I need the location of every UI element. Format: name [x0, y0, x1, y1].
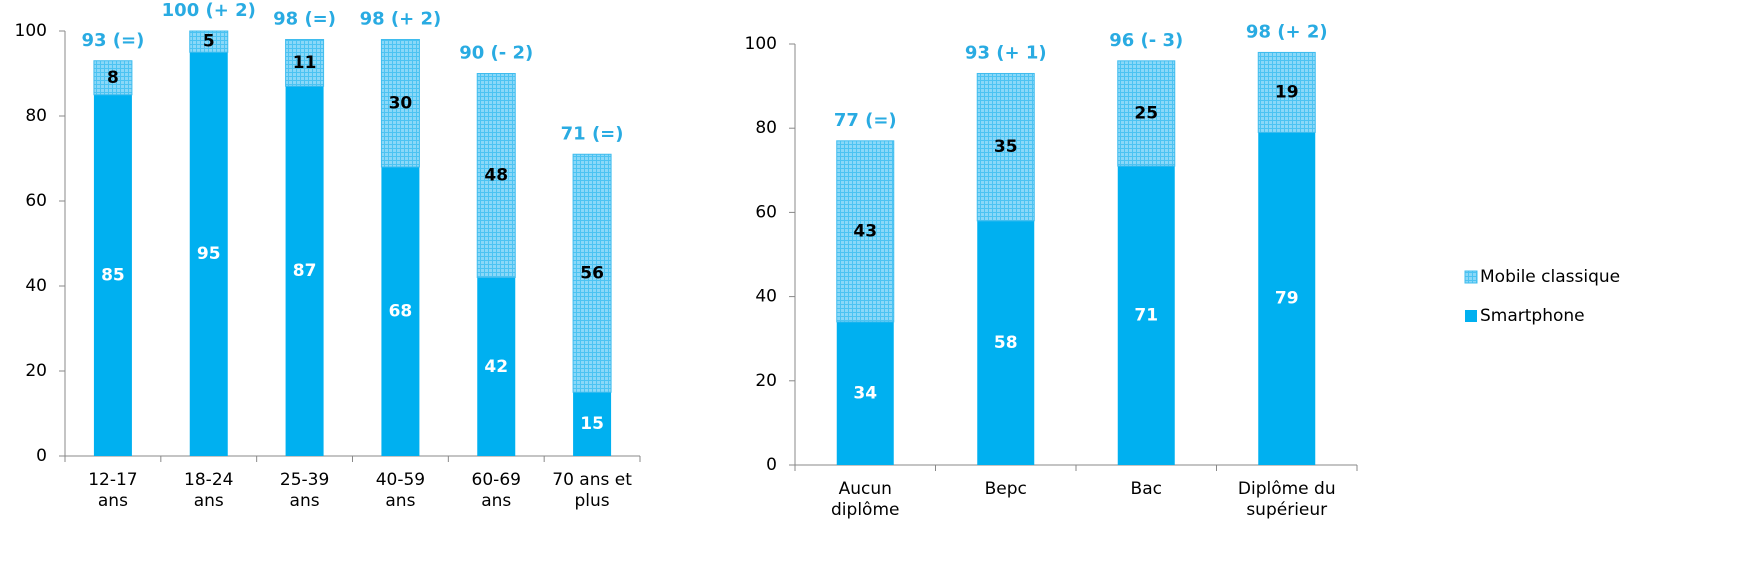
x-tick-label: Aucun diplôme — [831, 479, 899, 520]
bar-segment — [380, 39, 420, 168]
x-tick-label: 25-39 ans — [280, 470, 329, 511]
value-label: 71 — [1134, 306, 1158, 326]
bar-segment — [93, 60, 133, 96]
value-label: 85 — [101, 265, 125, 285]
value-label: 8 — [107, 68, 119, 88]
x-tick-label: Bac — [1131, 479, 1162, 499]
x-tick-label: 40-59 ans — [376, 470, 425, 511]
value-label: 48 — [484, 166, 508, 186]
value-label: 15 — [580, 414, 604, 434]
value-label: 35 — [994, 137, 1018, 157]
y-tick-label: 60 — [755, 202, 777, 222]
bar-segment — [189, 30, 229, 53]
total-label: 100 (+ 2) — [162, 0, 256, 21]
bar-segment — [381, 167, 420, 456]
value-label: 30 — [389, 93, 413, 113]
value-label: 19 — [1275, 82, 1299, 102]
value-label: 42 — [484, 357, 508, 377]
legend-label: Mobile classique — [1480, 267, 1620, 287]
total-label: 90 (- 2) — [459, 43, 533, 64]
total-label: 96 (- 3) — [1109, 30, 1183, 51]
x-tick-label: 12-17 ans — [88, 470, 137, 511]
y-tick-label: 40 — [755, 287, 777, 307]
x-tick-label: Bepc — [985, 479, 1027, 499]
y-tick-label: 100 — [745, 34, 777, 54]
total-label: 93 (+ 1) — [965, 42, 1047, 63]
value-label: 95 — [197, 244, 221, 264]
bar-segment — [836, 321, 894, 465]
y-tick-label: 60 — [25, 191, 47, 211]
value-label: 5 — [203, 32, 215, 52]
value-label: 68 — [389, 302, 413, 322]
bar-segment — [1117, 60, 1176, 167]
bar-segment — [573, 392, 612, 456]
bar-segment — [977, 220, 1035, 465]
x-tick-label: 18-24 ans — [184, 470, 233, 511]
bar-segment — [836, 140, 895, 323]
y-tick-label: 100 — [15, 21, 47, 41]
legend-label: Smartphone — [1480, 306, 1585, 326]
legend-swatch — [1464, 270, 1478, 284]
bar-segment — [572, 153, 612, 393]
y-tick-label: 20 — [755, 371, 777, 391]
bar-segment — [976, 72, 1035, 222]
y-tick-label: 80 — [25, 106, 47, 126]
y-tick-label: 0 — [766, 455, 777, 475]
y-tick-label: 40 — [25, 276, 47, 296]
value-label: 34 — [853, 383, 877, 403]
bar-segment — [1257, 51, 1316, 133]
bar-segment — [285, 39, 325, 87]
total-label: 93 (=) — [81, 30, 144, 51]
bar-segment — [93, 94, 132, 456]
x-tick-label: Diplôme du supérieur — [1238, 479, 1336, 520]
total-label: 71 (=) — [561, 123, 624, 144]
x-tick-label: 60-69 ans — [472, 470, 521, 511]
value-label: 25 — [1134, 103, 1158, 123]
value-label: 11 — [293, 53, 317, 73]
value-label: 43 — [853, 221, 877, 241]
total-label: 98 (=) — [273, 9, 336, 30]
value-label: 58 — [994, 333, 1018, 353]
total-label: 98 (+ 2) — [360, 9, 442, 30]
bar-segment — [189, 52, 228, 456]
legend-swatch — [1465, 310, 1477, 322]
bar-segment — [1117, 166, 1175, 465]
bar-segment — [1258, 132, 1316, 465]
value-label: 79 — [1275, 289, 1299, 309]
y-tick-label: 80 — [755, 118, 777, 138]
y-tick-label: 0 — [36, 446, 47, 466]
value-label: 87 — [293, 261, 317, 281]
y-tick-label: 20 — [25, 361, 47, 381]
bar-segment — [285, 86, 324, 456]
total-label: 77 (=) — [834, 110, 897, 131]
bar-segment — [477, 277, 516, 456]
x-tick-label: 70 ans et plus — [552, 470, 632, 511]
total-label: 98 (+ 2) — [1246, 21, 1328, 42]
bar-segment — [476, 73, 516, 278]
value-label: 56 — [580, 263, 604, 283]
